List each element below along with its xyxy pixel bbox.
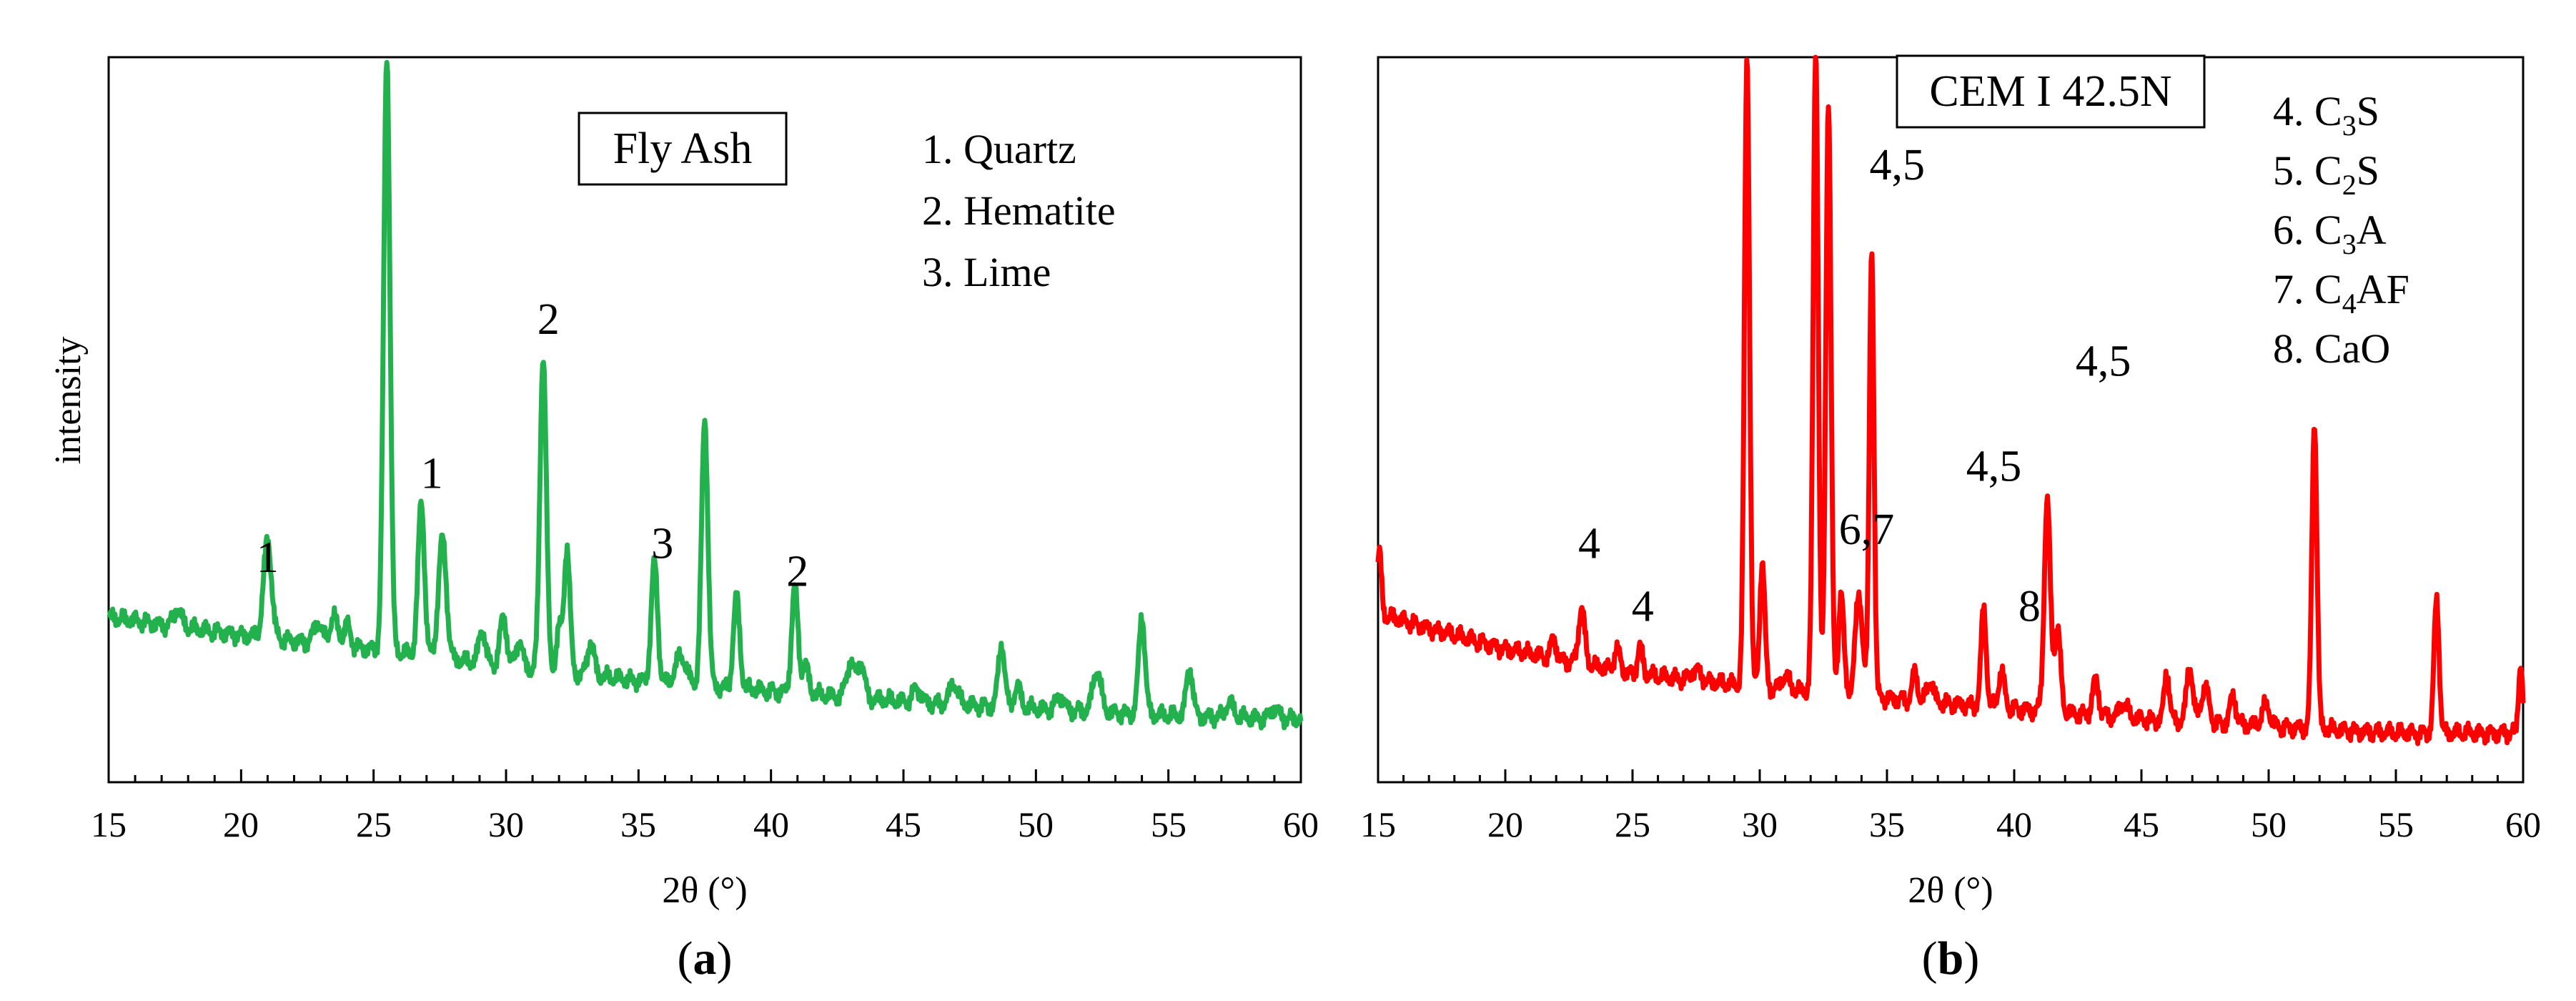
x-tick-label: 60	[2505, 804, 2541, 844]
peak-label: 4,5	[1793, 0, 1849, 1]
legend-entry: 7. C4AF	[2273, 266, 2409, 320]
x-tick-label: 35	[1869, 804, 1905, 844]
x-tick-label: 50	[1018, 804, 1054, 844]
peak-labels: 4444,54,56,74,584,5	[1578, 0, 2131, 631]
panel-b-cem: 15 20 25 30 35 40 45 50 55 60 2θ (°) CEM…	[1360, 0, 2541, 985]
plot-frame	[107, 56, 1302, 784]
legend-entry: 8. CaO	[2273, 325, 2390, 372]
peak-label: 1	[257, 533, 279, 582]
chart-title: CEM I 42.5N	[1929, 67, 2171, 116]
x-tick-label: 55	[2378, 804, 2414, 844]
peak-label: 1	[421, 449, 443, 498]
panel-caption: (a)	[678, 932, 733, 985]
x-tick-label: 45	[886, 804, 921, 844]
panel-caption: (b)	[1922, 932, 1980, 985]
legend-entry: 1. Quartz	[922, 126, 1076, 172]
x-axis-ticks	[107, 769, 1302, 782]
x-tick-label: 25	[356, 804, 392, 844]
y-axis-label: intensity	[48, 336, 89, 464]
peak-label: 4,5	[1966, 443, 2022, 491]
legend: 4. C3S 5. C2S 6. C3A 7. C4AF 8. CaO	[2273, 88, 2409, 372]
x-tick-label: 20	[223, 804, 259, 844]
x-tick-label: 30	[488, 804, 524, 844]
plot-frame	[1377, 56, 2525, 784]
legend-entry: 6. C3A	[2273, 207, 2387, 260]
x-tick-labels: 15 20 25 30 35 40 45 50 55 60	[91, 804, 1319, 844]
x-tick-label: 45	[2124, 804, 2159, 844]
title-box	[578, 112, 788, 186]
x-axis-label: 2θ (°)	[662, 870, 747, 911]
cem-pattern-line	[1375, 54, 2526, 746]
peak-labels: 1 1 1 2 3 2	[257, 0, 808, 596]
legend-entry: 3. Lime	[922, 249, 1051, 295]
peak-label: 2	[786, 548, 808, 596]
panel-a-fly-ash: 15 20 25 30 35 40 45 50 55 60 2θ (°) int…	[48, 0, 1319, 985]
peak-label: 4	[1632, 583, 1654, 631]
legend-entry: 4. C3S	[2273, 88, 2379, 142]
peak-label: 4	[1720, 0, 1743, 1]
x-tick-label: 40	[1996, 804, 2032, 844]
x-tick-label: 60	[1283, 804, 1319, 844]
x-tick-label: 20	[1487, 804, 1523, 844]
peak-label: 2	[538, 295, 560, 344]
fly-ash-pattern-line	[106, 59, 1304, 731]
x-tick-label: 55	[1151, 804, 1187, 844]
x-tick-labels: 15 20 25 30 35 40 45 50 55 60	[1360, 804, 2541, 844]
x-tick-label: 50	[2251, 804, 2287, 844]
x-tick-label: 40	[753, 804, 789, 844]
peak-label: 4,5	[2076, 337, 2131, 386]
chart-title: Fly Ash	[613, 124, 753, 173]
legend-entry: 5. C2S	[2273, 147, 2379, 201]
x-axis-label: 2θ (°)	[1908, 870, 1993, 911]
peak-label: 8	[2018, 583, 2041, 631]
legend: 1. Quartz 2. Hematite 3. Lime	[922, 126, 1116, 295]
x-tick-label: 30	[1742, 804, 1778, 844]
peak-label: 1	[368, 0, 390, 7]
x-tick-label: 15	[91, 804, 127, 844]
title-box	[1896, 54, 2206, 129]
peak-label: 6,7	[1839, 506, 1895, 554]
x-tick-label: 35	[620, 804, 656, 844]
peak-label: 3	[651, 519, 673, 568]
x-axis-ticks	[1377, 769, 2525, 782]
peak-label: 4	[1578, 519, 1600, 568]
x-tick-label: 25	[1615, 804, 1650, 844]
peak-label: 4,5	[1869, 141, 1925, 189]
legend-entry: 2. Hematite	[922, 187, 1116, 234]
x-tick-label: 15	[1360, 804, 1396, 844]
